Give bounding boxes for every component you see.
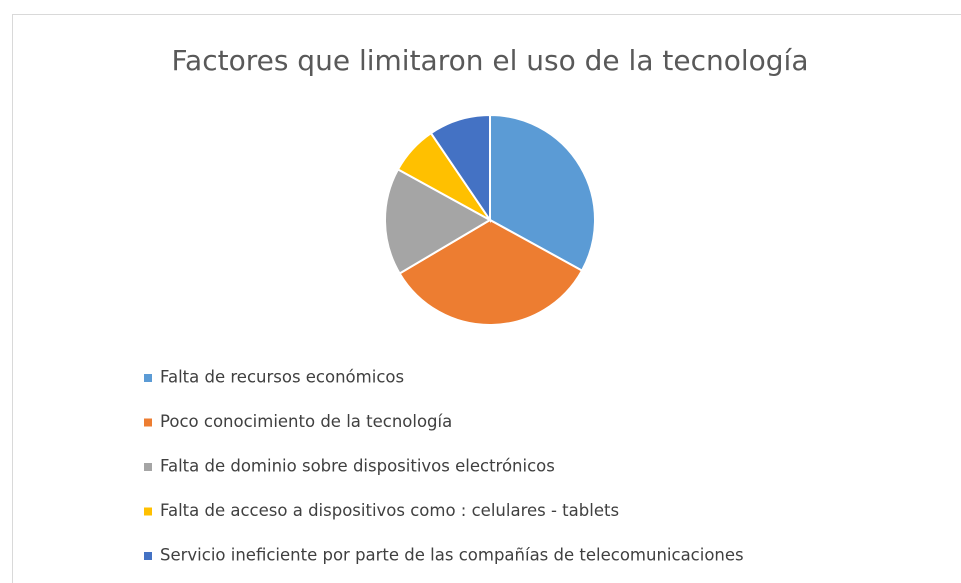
legend-label: Falta de recursos económicos [160, 368, 404, 387]
legend-swatch [144, 374, 152, 382]
chart-title: Factores que limitaron el uso de la tecn… [172, 44, 809, 77]
pie-slice [429, 113, 491, 224]
legend-label: Falta de dominio sobre dispositivos elec… [160, 457, 555, 476]
legend-label: Poco conocimiento de la tecnología [160, 412, 452, 431]
legend-swatch [144, 463, 152, 471]
pie-slice [398, 218, 584, 326]
legend-swatch [144, 552, 152, 560]
legend-swatch [144, 418, 152, 427]
legend-label: Servicio ineficiente por parte de las co… [160, 546, 744, 565]
legend-swatch [144, 507, 152, 516]
pie-slice [489, 113, 596, 272]
legend-label: Falta de acceso a dispositivos como : ce… [160, 501, 619, 520]
pie-slice [384, 168, 493, 275]
